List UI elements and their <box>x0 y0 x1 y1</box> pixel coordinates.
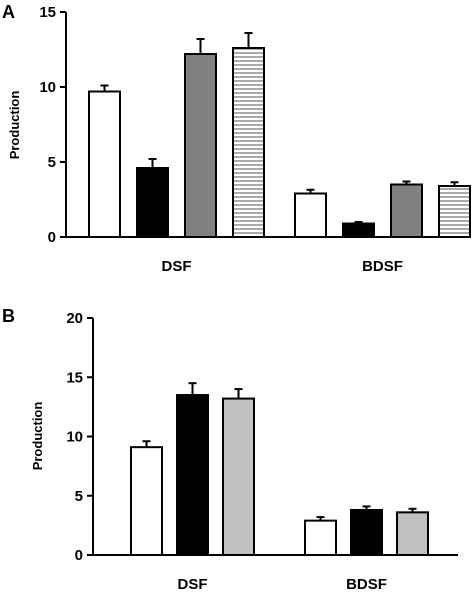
panel-a-y-tick-label: 10 <box>39 79 56 96</box>
panel-b-bar-bdsf-2 <box>350 508 383 556</box>
panel-b-bar-dsf-2 <box>176 394 209 556</box>
panel-a-chart: A Production 0 5 10 15 DSF BDSF <box>2 2 471 275</box>
panel-b-y-tick-label: 20 <box>66 310 83 327</box>
panel-a-bar-bdsf-2 <box>342 222 375 238</box>
panel-a-category-label: DSF <box>162 258 192 275</box>
panel-b-bar-dsf-3 <box>222 397 255 556</box>
panel-a-bar-dsf-3 <box>184 53 217 238</box>
panel-a-y-tick-label: 15 <box>39 4 56 21</box>
panel-b-letter: B <box>2 306 15 326</box>
panel-b-category-label: DSF <box>178 576 208 593</box>
panel-a-ylabel: Production <box>7 91 22 160</box>
panel-b-bar-bdsf-1 <box>304 519 337 557</box>
panel-a-bar-dsf-4 <box>232 47 265 238</box>
panel-b-y-tick-label: 10 <box>66 429 83 446</box>
panel-b-chart: B Production 0 5 10 15 20 DSF BDSF <box>2 306 458 593</box>
panel-b-bar-bdsf-3 <box>396 511 429 557</box>
panel-a-bar-bdsf-1 <box>294 192 327 238</box>
panel-b-category-label: BDSF <box>346 576 387 593</box>
panel-b-y-tick-label: 0 <box>75 547 83 564</box>
panel-a-letter: A <box>2 2 15 22</box>
panel-a-bar-bdsf-4 <box>438 185 471 238</box>
panel-a-bar-dsf-2 <box>136 167 169 238</box>
panel-b-y-tick-label: 15 <box>66 369 83 386</box>
panel-a-y-tick-label: 0 <box>48 229 56 246</box>
panel-a-category-label: BDSF <box>362 258 403 275</box>
panel-b-ylabel: Production <box>30 402 45 471</box>
panel-b-bar-dsf-1 <box>130 446 163 557</box>
panel-a-bar-bdsf-3 <box>390 183 423 238</box>
panel-b-y-tick-label: 5 <box>75 488 83 505</box>
panel-a-bar-dsf-1 <box>88 90 121 238</box>
panel-a-y-tick-label: 5 <box>48 154 56 171</box>
